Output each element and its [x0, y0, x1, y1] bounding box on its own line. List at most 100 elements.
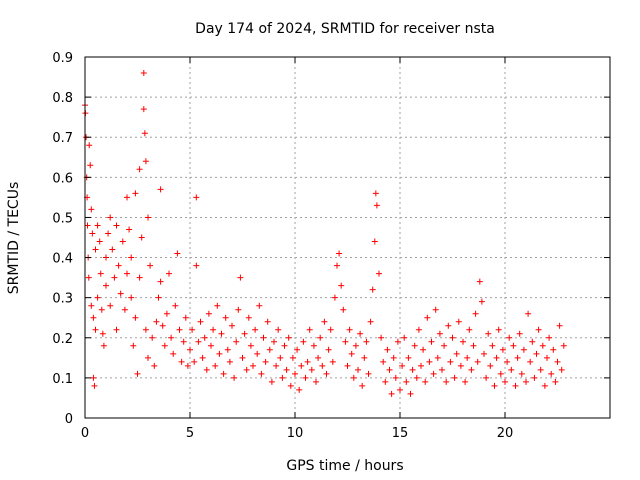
data-point [90, 314, 97, 321]
data-point [411, 342, 418, 349]
data-point [367, 318, 374, 325]
data-point [382, 378, 389, 385]
data-point [554, 358, 561, 365]
data-point [90, 374, 97, 381]
data-point [384, 346, 391, 353]
x-tick-label: 10 [287, 426, 304, 441]
y-tick-label: 0.5 [52, 211, 73, 226]
data-point [91, 382, 98, 389]
data-point [172, 302, 179, 309]
data-point [113, 222, 120, 229]
data-point [533, 350, 540, 357]
data-point [87, 162, 94, 169]
data-point [235, 306, 242, 313]
data-point [245, 314, 252, 321]
data-point [523, 378, 529, 385]
data-point [193, 262, 200, 269]
data-point [136, 166, 143, 173]
data-point [365, 370, 372, 377]
data-point [296, 386, 303, 393]
data-point [84, 222, 91, 229]
data-point [256, 302, 263, 309]
data-point [420, 346, 427, 353]
data-point [537, 366, 544, 373]
data-point [124, 270, 130, 277]
data-point [271, 338, 277, 345]
data-point [321, 318, 328, 325]
data-point [128, 294, 135, 301]
plot-frame [84, 56, 611, 419]
data-point [394, 338, 401, 345]
data-point [197, 318, 204, 325]
data-point [483, 374, 490, 381]
data-point [107, 302, 114, 309]
data-point [264, 318, 271, 325]
data-point [260, 334, 267, 341]
data-point [201, 334, 208, 341]
data-point [94, 294, 101, 301]
data-point [401, 334, 408, 341]
data-point [457, 362, 464, 369]
data-point [371, 238, 378, 245]
data-point [499, 346, 506, 353]
data-point [449, 334, 456, 341]
data-point [390, 354, 397, 361]
data-point [373, 202, 380, 209]
data-point [174, 250, 181, 257]
data-point [529, 338, 536, 345]
data-point [380, 358, 387, 365]
data-point [478, 298, 485, 305]
data-point [350, 374, 357, 381]
data-point [372, 190, 379, 197]
y-tick-label: 0.2 [52, 332, 73, 347]
data-point [205, 310, 212, 317]
data-point [195, 338, 202, 345]
data-point [199, 354, 206, 361]
data-point [531, 374, 538, 381]
x-tick-label: 0 [81, 426, 89, 441]
data-point [510, 342, 517, 349]
data-point [481, 350, 487, 357]
data-point [340, 306, 347, 313]
data-point [369, 286, 376, 293]
data-point [445, 322, 452, 329]
data-point [113, 326, 120, 333]
data-point [176, 326, 183, 333]
y-tick-label: 0.9 [52, 51, 73, 66]
data-point [468, 366, 475, 373]
data-points [82, 70, 567, 397]
data-point [184, 362, 191, 369]
data-point [359, 382, 366, 389]
data-point [111, 274, 118, 281]
y-tick-label: 0.3 [52, 292, 73, 307]
data-point [397, 386, 403, 393]
data-point [163, 310, 170, 317]
data-point [140, 70, 147, 77]
data-point [363, 338, 370, 345]
data-point [386, 366, 393, 373]
data-point [289, 354, 296, 361]
data-point [474, 358, 481, 365]
data-point [546, 334, 553, 341]
x-tick-label: 20 [497, 426, 514, 441]
x-tick-label: 15 [392, 426, 409, 441]
data-point [155, 294, 162, 301]
data-point [149, 334, 156, 341]
y-tick-label: 0 [65, 412, 73, 427]
data-point [92, 246, 99, 253]
data-point [317, 334, 324, 341]
data-point [226, 358, 233, 365]
data-point [348, 350, 355, 357]
data-point [560, 342, 567, 349]
data-point [323, 370, 330, 377]
data-point [130, 342, 137, 349]
y-tick-label: 0.8 [52, 91, 73, 106]
data-point [283, 366, 290, 373]
data-point [88, 302, 95, 309]
data-point [378, 334, 385, 341]
data-point [99, 330, 106, 337]
data-point [275, 326, 282, 333]
data-point [466, 326, 473, 333]
data-point [514, 354, 521, 361]
